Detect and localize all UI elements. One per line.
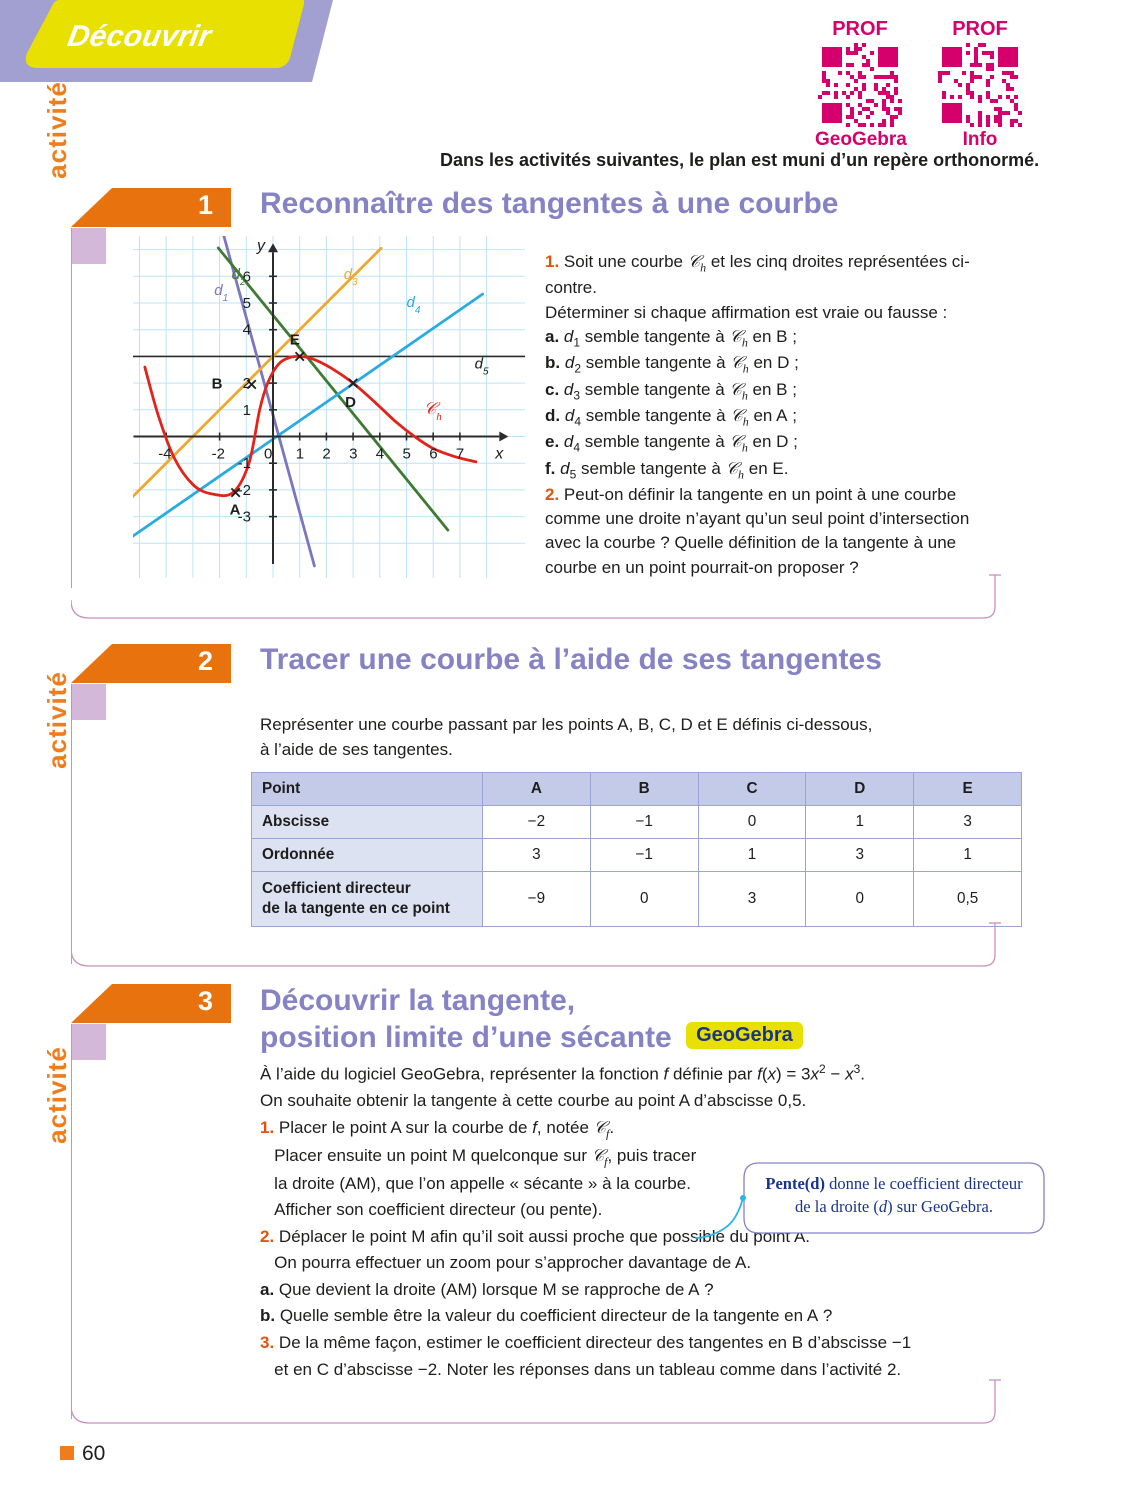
svg-text:5: 5 [403,446,411,463]
svg-text:-2: -2 [212,446,225,463]
svg-text:B: B [212,375,223,392]
svg-text:1: 1 [296,446,304,463]
svg-text:x: x [494,446,504,463]
svg-text:5: 5 [243,295,251,312]
svg-text:-3: -3 [238,509,251,526]
svg-text:-4: -4 [158,446,171,463]
svg-text:2: 2 [243,375,251,392]
svg-text:7: 7 [456,446,464,463]
svg-text:3: 3 [349,446,357,463]
svg-text:-2: -2 [238,482,251,499]
svg-text:E: E [290,331,300,348]
svg-text:y: y [256,237,266,254]
svg-text:2: 2 [322,446,330,463]
svg-text:-1: -1 [238,455,251,472]
svg-text:4: 4 [376,446,384,463]
svg-text:0: 0 [264,446,272,463]
svg-text:D: D [345,394,356,411]
svg-text:6: 6 [429,446,437,463]
svg-text:1: 1 [243,402,251,419]
svg-text:4: 4 [243,322,251,339]
